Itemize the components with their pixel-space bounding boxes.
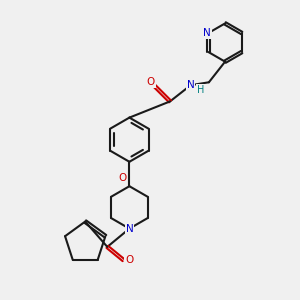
Text: N: N (187, 80, 194, 90)
Text: O: O (118, 173, 126, 183)
Text: N: N (203, 28, 211, 38)
Text: O: O (147, 77, 155, 87)
Text: O: O (125, 255, 134, 265)
Text: N: N (125, 224, 133, 234)
Text: H: H (197, 85, 205, 94)
